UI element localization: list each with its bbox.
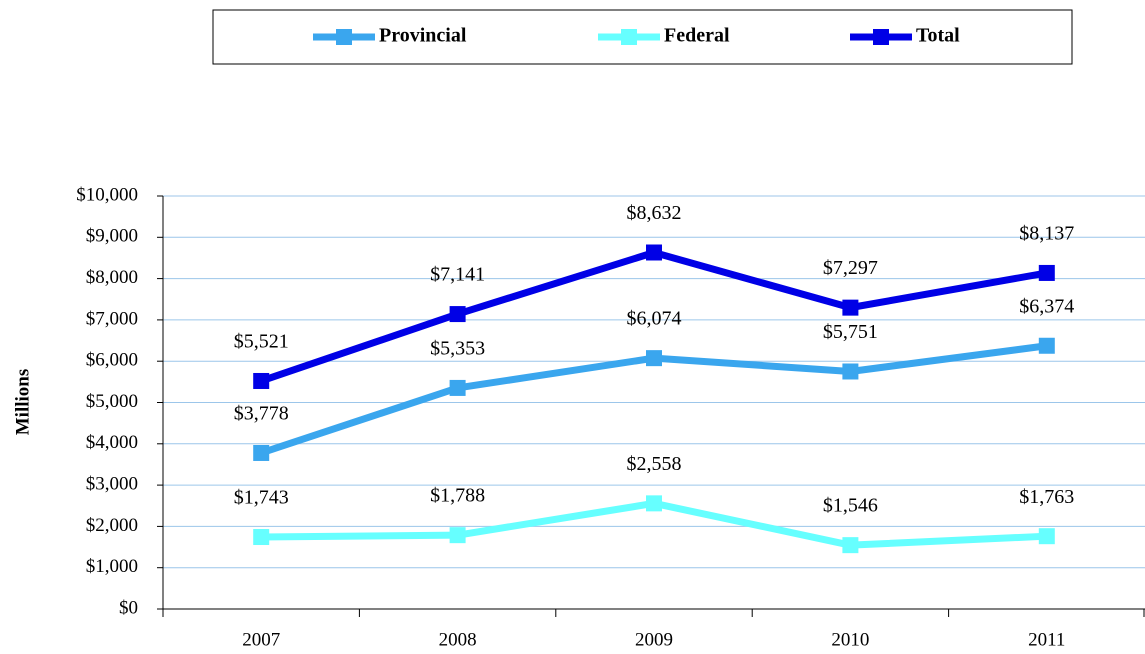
- point-marker: [253, 529, 270, 546]
- data-label: $1,743: [234, 487, 289, 509]
- point-marker: [646, 350, 662, 367]
- y-tick-label: $10,000: [76, 184, 138, 205]
- y-tick-label: $5,000: [86, 391, 138, 412]
- point-marker: [1038, 264, 1055, 281]
- x-tick-label: 2011: [1028, 629, 1065, 650]
- data-label: $3,778: [234, 403, 289, 425]
- data-label: $8,137: [1019, 223, 1074, 245]
- point-marker: [449, 306, 466, 323]
- point-marker: [449, 527, 466, 544]
- y-tick-label: $1,000: [86, 556, 138, 577]
- data-label: $5,751: [823, 321, 878, 343]
- point-marker: [842, 299, 859, 316]
- y-tick-label: $7,000: [86, 308, 138, 329]
- data-label: $1,763: [1019, 486, 1074, 508]
- data-label: $1,546: [823, 495, 878, 517]
- y-tick-label: $3,000: [86, 473, 138, 494]
- point-marker: [646, 495, 662, 512]
- point-marker: [646, 244, 662, 261]
- y-tick-label: $6,000: [86, 350, 138, 371]
- x-tick-label: 2008: [439, 629, 477, 650]
- legend-label: Total: [916, 25, 960, 47]
- y-tick-label: $0: [119, 597, 138, 618]
- point-marker: [253, 444, 270, 461]
- y-tick-label: $2,000: [86, 515, 138, 536]
- data-label: $6,374: [1019, 295, 1074, 317]
- data-label: $6,074: [627, 308, 682, 330]
- y-axis-title: Millions: [12, 369, 33, 436]
- data-label: $5,353: [430, 338, 485, 360]
- x-tick-label: 2007: [242, 629, 280, 650]
- data-label: $5,521: [234, 331, 289, 353]
- point-marker: [1038, 528, 1055, 545]
- data-label: $8,632: [627, 202, 682, 224]
- point-marker: [449, 379, 466, 396]
- legend-label: Provincial: [379, 25, 467, 47]
- data-label: $2,558: [627, 453, 682, 475]
- legend-marker: [336, 29, 352, 45]
- y-tick-label: $4,000: [86, 432, 138, 453]
- point-marker: [842, 537, 859, 554]
- legend-marker: [621, 29, 637, 45]
- point-marker: [1038, 337, 1055, 354]
- y-tick-label: $9,000: [86, 226, 138, 247]
- point-marker: [253, 372, 270, 389]
- y-tick-label: $8,000: [86, 267, 138, 288]
- x-tick-label: 2009: [635, 629, 673, 650]
- legend-label: Federal: [664, 25, 730, 47]
- data-label: $7,297: [823, 257, 878, 279]
- data-label: $7,141: [430, 264, 485, 286]
- legend-marker: [873, 29, 889, 45]
- point-marker: [842, 363, 859, 380]
- x-tick-label: 2010: [831, 629, 869, 650]
- data-label: $1,788: [430, 485, 485, 507]
